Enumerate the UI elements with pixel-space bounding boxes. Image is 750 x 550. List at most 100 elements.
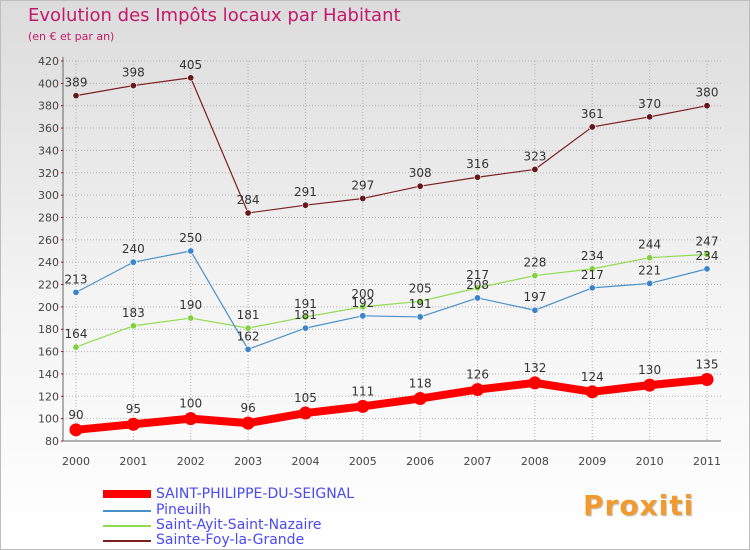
data-label: 398 [122,66,145,80]
data-point [72,288,80,296]
data-point [301,324,309,332]
data-point [359,312,367,320]
x-tick-label: 2009 [578,455,606,468]
data-point [301,313,309,321]
y-tick-label: 160 [38,346,59,359]
data-label: 124 [581,370,604,384]
data-point [646,113,654,121]
data-point [588,123,596,131]
data-label: 197 [523,290,546,304]
data-point [646,254,654,262]
data-label: 308 [409,166,432,180]
series-line [75,253,708,348]
data-label: 190 [179,298,202,312]
x-tick-label: 2002 [177,455,205,468]
data-label: 234 [581,249,604,263]
data-label: 191 [409,297,432,311]
y-tick-label: 220 [38,279,59,292]
data-label: 234 [696,249,719,263]
data-label: 105 [294,391,317,405]
data-point [474,294,482,302]
legend-label: Saint-Ayit-Saint-Nazaire [156,517,322,533]
y-tick-label: 280 [38,211,59,224]
data-point [72,343,80,351]
data-label: 95 [126,402,141,416]
data-point [187,247,195,255]
data-label: 250 [179,231,202,245]
data-point [298,406,312,420]
legend-swatch [103,510,151,512]
y-tick-label: 360 [38,122,59,135]
data-label: 126 [466,368,489,382]
data-label: 228 [523,256,546,270]
data-point [416,182,424,190]
data-point [471,383,485,397]
legend-swatch [103,490,151,498]
data-label: 297 [351,178,374,192]
data-label: 135 [696,358,719,372]
x-tick-label: 2011 [693,455,721,468]
data-label: 200 [351,287,374,301]
data-label: 192 [351,296,374,310]
y-tick-label: 380 [38,100,59,113]
data-label: 213 [65,272,88,286]
data-point [703,265,711,273]
legend-label: Pineuilh [156,502,212,518]
data-point [585,385,599,399]
x-tick-label: 2003 [234,455,262,468]
y-tick-label: 180 [38,323,59,336]
data-label: 118 [409,377,432,391]
data-label: 90 [68,408,83,422]
data-label: 183 [122,306,145,320]
data-point [643,378,657,392]
legend-label: Sainte-Foy-la-Grande [156,532,305,548]
data-label: 405 [179,58,202,72]
y-tick-label: 100 [38,413,59,426]
data-point [474,173,482,181]
data-point [588,265,596,273]
chart-subtitle: (en € et par an) [28,30,115,43]
data-point [72,92,80,100]
data-point [359,194,367,202]
data-point [588,284,596,292]
data-point [244,324,252,332]
y-tick-label: 240 [38,256,59,269]
data-point [184,412,198,426]
chart-title: Evolution des Impôts locaux par Habitant [28,5,401,26]
data-label: 181 [237,308,260,322]
data-point [646,279,654,287]
data-point [187,74,195,82]
x-tick-label: 2006 [406,455,434,468]
data-point [531,272,539,280]
y-tick-label: 80 [45,435,59,448]
data-point [528,376,542,390]
data-label: 132 [523,361,546,375]
data-point [700,373,714,387]
x-tick-label: 2005 [349,455,377,468]
y-tick-label: 300 [38,189,59,202]
data-label: 96 [240,401,255,415]
data-point [703,250,711,258]
x-tick-label: 2001 [119,455,147,468]
y-tick-label: 400 [38,77,59,90]
data-point [241,416,255,430]
y-tick-label: 140 [38,368,59,381]
legend-label: SAINT-PHILIPPE-DU-SEIGNAL [156,486,355,502]
data-label: 361 [581,107,604,121]
y-tick-label: 320 [38,167,59,180]
series-line [75,77,708,214]
data-label: 221 [638,263,661,277]
x-tick-label: 2008 [521,455,549,468]
data-label: 380 [696,86,719,100]
data-point [416,313,424,321]
data-label: 389 [65,76,88,90]
data-label: 100 [179,397,202,411]
proxiti-logo: Proxiti [583,489,695,522]
series-line [75,250,708,350]
data-label: 205 [409,281,432,295]
x-tick-label: 2004 [291,455,319,468]
data-label: 247 [696,234,719,248]
data-label: 316 [466,157,489,171]
data-point [244,345,252,353]
